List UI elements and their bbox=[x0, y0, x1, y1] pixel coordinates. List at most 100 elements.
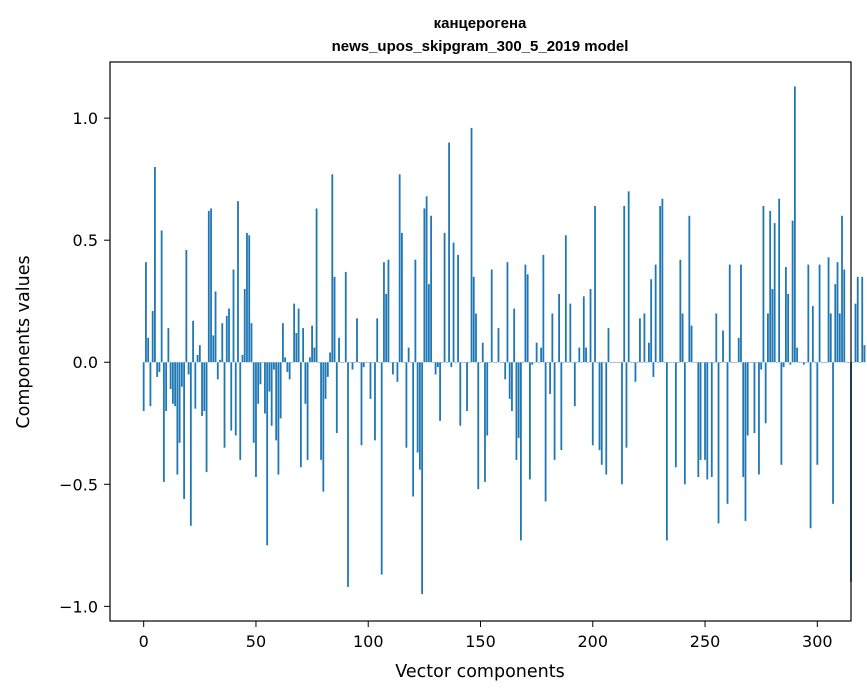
bar bbox=[582, 296, 585, 363]
bar bbox=[710, 362, 713, 477]
bar bbox=[374, 362, 376, 441]
bar bbox=[630, 362, 632, 363]
bar bbox=[722, 330, 724, 363]
bar bbox=[237, 201, 239, 363]
bar bbox=[587, 362, 590, 363]
bar bbox=[371, 362, 374, 363]
x-tick-label: 150 bbox=[465, 632, 496, 651]
bar bbox=[214, 291, 217, 363]
bar bbox=[230, 362, 233, 431]
x-axis-label: Vector components bbox=[395, 662, 564, 682]
bar bbox=[225, 315, 228, 363]
bar bbox=[789, 362, 792, 365]
bar bbox=[436, 362, 439, 368]
bar bbox=[470, 127, 473, 363]
bar bbox=[351, 362, 354, 370]
bar bbox=[578, 347, 581, 363]
bar bbox=[255, 362, 257, 477]
bar bbox=[843, 269, 846, 363]
chart-title-line1: канцерогена bbox=[434, 15, 527, 32]
bar bbox=[751, 362, 754, 363]
bar bbox=[820, 362, 823, 363]
bar bbox=[302, 328, 305, 363]
bar bbox=[699, 362, 702, 460]
bar bbox=[773, 223, 776, 363]
bar bbox=[531, 362, 534, 365]
bar bbox=[205, 362, 208, 473]
bar bbox=[697, 362, 700, 477]
bar bbox=[540, 347, 543, 363]
bar bbox=[279, 362, 282, 419]
bar bbox=[324, 362, 327, 399]
bar bbox=[618, 362, 621, 363]
bar bbox=[793, 86, 796, 363]
bar bbox=[838, 313, 841, 363]
bar bbox=[317, 362, 320, 363]
y-tick-label: 0.5 bbox=[73, 231, 98, 250]
bars-group bbox=[142, 86, 866, 595]
bar bbox=[261, 362, 264, 363]
bar bbox=[405, 362, 408, 448]
bar bbox=[418, 362, 421, 470]
bar bbox=[344, 271, 347, 363]
bar bbox=[825, 362, 828, 363]
bar bbox=[493, 362, 495, 363]
bar bbox=[441, 362, 444, 363]
bar bbox=[320, 362, 322, 460]
bar bbox=[423, 208, 426, 363]
bar bbox=[802, 362, 805, 365]
bar bbox=[443, 232, 446, 363]
bar bbox=[290, 362, 293, 363]
bar bbox=[515, 362, 518, 460]
bar bbox=[778, 198, 781, 363]
bar bbox=[167, 328, 170, 363]
bar bbox=[241, 354, 244, 363]
bar bbox=[740, 264, 742, 363]
bar bbox=[212, 335, 215, 363]
bar bbox=[841, 215, 843, 363]
bar bbox=[356, 318, 358, 363]
bar bbox=[758, 362, 760, 475]
bar bbox=[659, 206, 662, 363]
bar bbox=[331, 174, 334, 363]
bar bbox=[607, 328, 610, 363]
bar bbox=[762, 206, 765, 363]
bar bbox=[742, 362, 745, 477]
bar bbox=[567, 362, 569, 363]
bar bbox=[304, 362, 307, 404]
bar bbox=[147, 337, 150, 363]
bar bbox=[591, 362, 594, 446]
bar bbox=[690, 325, 693, 363]
bar bbox=[713, 362, 715, 363]
bar bbox=[185, 249, 188, 363]
bar bbox=[223, 362, 226, 448]
bar bbox=[679, 259, 682, 363]
bar bbox=[558, 293, 560, 363]
bar bbox=[479, 362, 482, 363]
bar bbox=[385, 293, 388, 363]
bar bbox=[537, 362, 540, 363]
bar bbox=[524, 264, 527, 363]
bar bbox=[333, 276, 336, 363]
bar bbox=[295, 332, 298, 363]
bar bbox=[329, 352, 331, 363]
bar bbox=[176, 362, 179, 475]
bar bbox=[636, 362, 639, 363]
bar bbox=[154, 166, 156, 363]
bar bbox=[367, 362, 370, 363]
bar bbox=[784, 267, 787, 363]
bar bbox=[845, 362, 848, 363]
bar bbox=[162, 362, 165, 482]
bar bbox=[596, 362, 599, 363]
bar bbox=[196, 354, 199, 363]
bar bbox=[780, 362, 783, 465]
bar bbox=[594, 206, 596, 363]
bar bbox=[273, 362, 275, 370]
bar bbox=[535, 342, 538, 363]
bar bbox=[847, 362, 850, 363]
bar bbox=[603, 362, 605, 363]
bar bbox=[450, 362, 453, 368]
bar bbox=[466, 362, 468, 412]
bar bbox=[145, 262, 147, 363]
bar bbox=[549, 362, 552, 394]
